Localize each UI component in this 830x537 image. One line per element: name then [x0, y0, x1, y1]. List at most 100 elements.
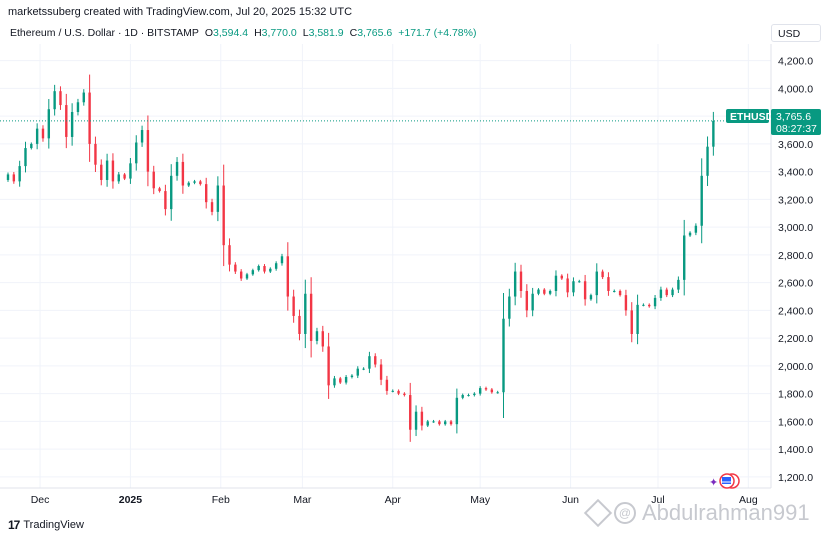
- candle-body: [292, 296, 295, 316]
- candle-body: [368, 356, 371, 369]
- candle-body: [70, 111, 74, 137]
- watermark-diamond-icon: [583, 498, 613, 528]
- chart-grid: [0, 44, 771, 488]
- price-tag[interactable]: ETHUSD 3,765.6 08:27:37: [726, 109, 821, 135]
- y-tick-label: 3,200.0: [778, 194, 813, 206]
- candle-body: [205, 184, 208, 203]
- candle-body: [263, 266, 266, 272]
- x-tick-label: Mar: [293, 494, 312, 506]
- candle-body: [274, 263, 278, 269]
- candle-body: [490, 389, 494, 393]
- candle-body: [257, 266, 260, 271]
- candle-body: [100, 164, 103, 180]
- candle-body: [554, 275, 558, 291]
- candle-body: [537, 289, 540, 294]
- candle-body: [432, 421, 435, 423]
- x-tick-label: 2025: [119, 494, 143, 506]
- candle-body: [461, 395, 464, 398]
- candle-body: [688, 232, 692, 236]
- candle-body: [484, 388, 488, 390]
- y-tick-label: 2,600.0: [778, 278, 813, 290]
- low-value: 3,581.9: [308, 27, 344, 39]
- candle-body: [613, 290, 616, 292]
- y-tick-label: 2,000.0: [778, 361, 813, 373]
- candle-body: [193, 181, 196, 183]
- candle-body: [35, 128, 39, 144]
- y-tick-label: 3,000.0: [778, 222, 813, 234]
- candle-body: [648, 304, 651, 307]
- candle-body: [88, 92, 91, 144]
- candle-body: [630, 310, 633, 334]
- x-tick-label: Aug: [739, 494, 758, 506]
- time-axis: Dec 2025 Feb Mar Apr May Jun Jul Aug: [31, 494, 758, 506]
- open-value: 3,594.4: [213, 27, 249, 39]
- x-tick-label: Apr: [385, 494, 402, 506]
- candle-body: [642, 304, 645, 306]
- x-tick-label: Jul: [651, 494, 664, 506]
- x-tick-label: May: [470, 494, 491, 506]
- candle-body: [123, 174, 126, 179]
- candle-body: [327, 346, 330, 386]
- candle-body: [24, 148, 27, 167]
- candle-body: [385, 379, 389, 391]
- candle-body: [76, 102, 80, 112]
- candle-body: [47, 109, 51, 139]
- candle-body: [438, 421, 441, 425]
- x-tick-label: Dec: [31, 494, 50, 506]
- tradingview-logo[interactable]: 17 TradingView: [8, 518, 84, 532]
- candle-body: [414, 411, 418, 430]
- candle-body: [618, 290, 622, 296]
- close-label: C: [349, 27, 358, 39]
- symbol-legend: Ethereum / U.S. Dollar · 1D · BITSTAMP O…: [10, 27, 476, 39]
- candle-body: [170, 175, 173, 210]
- candle-body: [677, 279, 680, 290]
- candle-body: [624, 295, 628, 311]
- candle-body: [560, 275, 563, 279]
- candle-body: [572, 281, 575, 293]
- candle-body: [111, 160, 115, 182]
- candle-body: [234, 264, 237, 272]
- watermark-at-icon: @: [614, 502, 636, 524]
- x-tick-label: Feb: [212, 494, 230, 506]
- candle-body: [444, 421, 447, 425]
- candle-body: [636, 304, 639, 334]
- candle-body: [502, 318, 505, 393]
- candle-body: [339, 378, 342, 383]
- candle-body: [519, 271, 523, 291]
- candle-body: [478, 388, 482, 394]
- candlestick-series: [6, 74, 715, 442]
- y-tick-label: 4,200.0: [778, 56, 813, 68]
- candle-body: [344, 377, 348, 383]
- price-tag-symbol: ETHUSD: [730, 111, 774, 123]
- candle-body: [216, 185, 220, 212]
- candle-body: [374, 356, 377, 365]
- watermark-text: Abdulrahman991: [642, 500, 810, 525]
- candle-body: [239, 271, 243, 279]
- close-value: 3,765.6: [357, 27, 393, 39]
- y-tick-label: 1,400.0: [778, 444, 813, 456]
- candle-body: [269, 268, 272, 272]
- candle-body: [578, 281, 581, 283]
- candle-body: [356, 368, 359, 376]
- candle-body: [210, 202, 214, 212]
- candle-body: [543, 289, 546, 294]
- high-label: H: [254, 27, 262, 39]
- candle-body: [164, 191, 167, 210]
- candle-body: [589, 295, 593, 300]
- candle-body: [548, 290, 552, 294]
- candle-body: [175, 161, 179, 176]
- candle-body: [531, 293, 534, 311]
- currency-selector[interactable]: USD: [771, 24, 821, 42]
- candle-body: [391, 390, 394, 392]
- events-icon[interactable]: ✦: [709, 473, 740, 489]
- candle-body: [350, 375, 354, 377]
- tradingview-mark-icon: 17: [8, 518, 20, 532]
- candle-body: [6, 174, 10, 180]
- candle-body: [298, 315, 301, 334]
- symbol-name[interactable]: Ethereum / U.S. Dollar · 1D · BITSTAMP: [10, 27, 199, 39]
- candle-body: [333, 378, 336, 386]
- candle-body: [129, 163, 132, 179]
- y-tick-label: 3,400.0: [778, 167, 813, 179]
- candle-body: [152, 171, 155, 189]
